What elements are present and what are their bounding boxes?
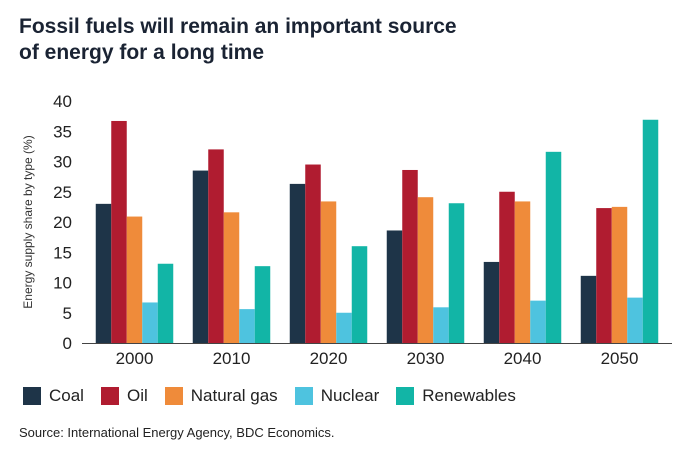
bar-natural-gas-2030	[417, 197, 434, 343]
bar-nuclear-2000	[142, 302, 158, 343]
y-tick-label: 20	[53, 213, 72, 232]
bar-coal-2040	[483, 261, 500, 343]
y-tick-label: 10	[53, 274, 72, 293]
x-tick-label: 2040	[504, 349, 542, 368]
bars	[95, 119, 659, 343]
legend-item: Coal	[23, 386, 84, 406]
x-tick-label: 2010	[213, 349, 251, 368]
legend-label: Renewables	[422, 386, 516, 405]
bar-renewables-2000	[157, 263, 174, 343]
bar-oil-2040	[499, 191, 515, 343]
bar-oil-2010	[208, 149, 224, 343]
bar-natural-gas-2040	[514, 201, 531, 343]
legend-item: Renewables	[396, 386, 516, 406]
x-axis-ticks: 2000 2010 2020 2030 2040 2050	[116, 349, 639, 368]
legend-label: Coal	[49, 386, 84, 405]
legend-swatch	[396, 387, 415, 405]
bar-coal-2010	[192, 170, 209, 343]
bar-nuclear-2050	[627, 297, 643, 343]
x-tick-label: 2050	[601, 349, 639, 368]
bar-renewables-2030	[448, 203, 465, 343]
y-tick-label: 40	[53, 92, 72, 111]
x-tick-label: 2000	[116, 349, 154, 368]
source-note: Source: International Energy Agency, BDC…	[19, 425, 335, 440]
bar-nuclear-2020	[336, 312, 352, 343]
y-tick-label: 15	[53, 243, 72, 262]
bar-chart: Energy supply share by type (%) 0 5 10 15 20…	[21, 92, 672, 368]
bar-renewables-2010	[254, 266, 271, 343]
legend-label: Natural gas	[190, 386, 278, 405]
chart-title-line-1: Fossil fuels will remain an important so…	[19, 15, 457, 38]
legend-swatch	[164, 387, 183, 405]
bar-nuclear-2040	[530, 300, 546, 343]
y-tick-label: 25	[53, 183, 72, 202]
bar-coal-2030	[386, 230, 403, 343]
y-tick-label: 35	[53, 122, 72, 141]
bar-natural-gas-2050	[611, 206, 628, 343]
bar-natural-gas-2020	[320, 201, 337, 343]
y-axis-ticks: 0 5 10 15 20 25 30 35 40	[53, 92, 72, 353]
chart-title: Fossil fuels will remain an important so…	[19, 14, 659, 66]
legend-swatch	[23, 387, 41, 405]
legend-swatch	[100, 387, 119, 405]
bar-renewables-2050	[642, 119, 659, 343]
bar-coal-2020	[289, 183, 306, 343]
bar-oil-2000	[111, 120, 127, 343]
bar-oil-2020	[305, 164, 321, 343]
legend-swatch	[294, 387, 313, 405]
bar-nuclear-2030	[433, 307, 449, 343]
legend-item: Natural gas	[164, 386, 278, 406]
bar-natural-gas-2000	[126, 216, 143, 343]
bar-renewables-2040	[545, 151, 562, 343]
bar-oil-2030	[402, 169, 418, 343]
legend-label: Nuclear	[320, 386, 380, 405]
x-tick-label: 2030	[407, 349, 445, 368]
y-tick-label: 0	[63, 334, 72, 353]
y-axis-label: Energy supply share by type (%)	[21, 135, 35, 308]
chart-title-line-2: of energy for a long time	[19, 41, 265, 64]
x-tick-label: 2020	[310, 349, 348, 368]
legend-item: Oil	[100, 386, 148, 406]
bar-coal-2050	[580, 275, 597, 343]
legend: Coal Oil Natural gas Nuclear Renewables	[23, 384, 533, 408]
legend-label: Oil	[126, 386, 148, 405]
y-tick-label: 30	[53, 153, 72, 172]
bar-natural-gas-2010	[223, 212, 240, 343]
legend-item: Nuclear	[294, 386, 380, 406]
y-tick-label: 5	[63, 304, 72, 323]
bar-coal-2000	[95, 203, 112, 343]
bar-nuclear-2010	[239, 309, 255, 343]
bar-renewables-2020	[351, 246, 368, 343]
bar-oil-2050	[596, 208, 612, 343]
